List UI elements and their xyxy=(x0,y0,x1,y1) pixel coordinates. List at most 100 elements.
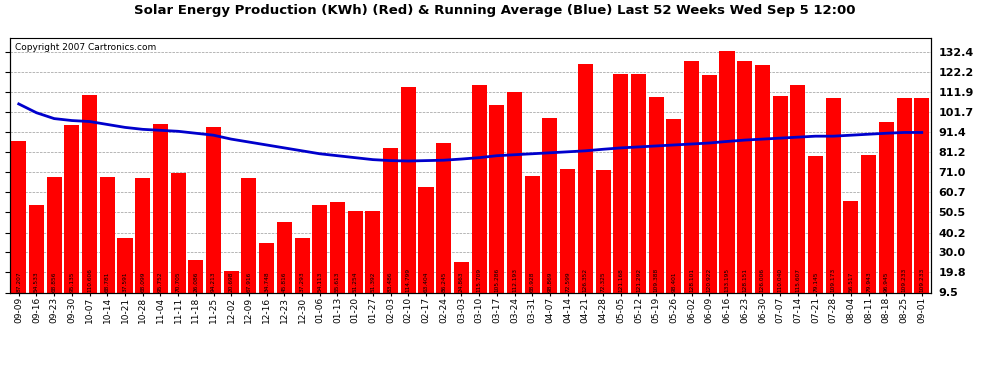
Text: 110.606: 110.606 xyxy=(87,268,92,291)
Text: 126.352: 126.352 xyxy=(583,267,588,291)
Bar xyxy=(347,211,362,292)
Text: 94.213: 94.213 xyxy=(211,271,216,291)
Bar xyxy=(100,177,115,292)
Bar xyxy=(754,65,770,292)
Bar xyxy=(861,155,876,292)
Bar xyxy=(808,156,823,292)
Text: 70.705: 70.705 xyxy=(175,271,180,291)
Text: 56.517: 56.517 xyxy=(848,271,853,291)
Text: 87.207: 87.207 xyxy=(16,271,21,291)
Text: 72.325: 72.325 xyxy=(601,271,606,291)
Text: 79.145: 79.145 xyxy=(813,271,818,291)
Text: 67.916: 67.916 xyxy=(247,271,251,291)
Bar xyxy=(365,211,380,292)
Text: 109.388: 109.388 xyxy=(653,267,658,291)
Text: 79.943: 79.943 xyxy=(866,271,871,291)
Bar xyxy=(578,64,593,292)
Text: Solar Energy Production (KWh) (Red) & Running Average (Blue) Last 52 Weeks Wed S: Solar Energy Production (KWh) (Red) & Ru… xyxy=(135,4,855,17)
Text: 98.869: 98.869 xyxy=(547,271,552,291)
Bar xyxy=(11,141,27,292)
Text: 63.404: 63.404 xyxy=(424,271,429,291)
Bar xyxy=(507,92,522,292)
Bar xyxy=(64,125,79,292)
Bar xyxy=(29,204,44,292)
Text: 86.245: 86.245 xyxy=(442,271,446,291)
Bar xyxy=(702,75,717,292)
Bar xyxy=(720,51,735,292)
Bar xyxy=(401,87,416,292)
Bar xyxy=(489,105,504,292)
Text: Copyright 2007 Cartronics.com: Copyright 2007 Cartronics.com xyxy=(15,43,155,52)
Text: 45.816: 45.816 xyxy=(282,271,287,291)
Text: 54.113: 54.113 xyxy=(317,271,323,291)
Text: 68.856: 68.856 xyxy=(51,271,56,291)
Bar xyxy=(277,222,292,292)
Bar xyxy=(453,262,469,292)
Text: 110.040: 110.040 xyxy=(777,267,783,291)
Bar xyxy=(188,260,203,292)
Bar xyxy=(613,74,629,292)
Bar xyxy=(560,169,575,292)
Bar xyxy=(790,85,805,292)
Text: 24.863: 24.863 xyxy=(459,271,464,291)
Text: 109.233: 109.233 xyxy=(920,267,925,291)
Bar xyxy=(82,95,97,292)
Text: 26.086: 26.086 xyxy=(193,271,198,291)
Text: 121.292: 121.292 xyxy=(636,267,641,291)
Bar xyxy=(843,201,858,292)
Text: 109.173: 109.173 xyxy=(831,267,836,291)
Text: 126.006: 126.006 xyxy=(760,267,765,291)
Bar xyxy=(471,85,487,292)
Text: 120.922: 120.922 xyxy=(707,267,712,291)
Bar xyxy=(419,187,434,292)
Bar xyxy=(118,238,133,292)
Bar xyxy=(330,202,345,292)
Text: 55.613: 55.613 xyxy=(335,271,340,291)
Bar xyxy=(596,170,611,292)
Bar xyxy=(437,142,451,292)
Bar xyxy=(170,173,186,292)
Text: 68.099: 68.099 xyxy=(141,271,146,291)
Text: 96.945: 96.945 xyxy=(884,271,889,291)
Text: 72.599: 72.599 xyxy=(565,271,570,291)
Bar xyxy=(879,122,894,292)
Bar xyxy=(152,124,168,292)
Bar xyxy=(294,238,310,292)
Text: 133.195: 133.195 xyxy=(725,267,730,291)
Text: 95.135: 95.135 xyxy=(69,271,74,291)
Bar xyxy=(631,74,646,292)
Text: 115.709: 115.709 xyxy=(476,267,481,291)
Text: 51.392: 51.392 xyxy=(370,271,375,291)
Bar xyxy=(383,148,398,292)
Bar xyxy=(259,243,274,292)
Text: 83.486: 83.486 xyxy=(388,271,393,291)
Bar xyxy=(242,178,256,292)
Text: 128.151: 128.151 xyxy=(742,267,747,291)
Text: 68.781: 68.781 xyxy=(105,271,110,291)
Text: 34.748: 34.748 xyxy=(264,271,269,291)
Text: 37.293: 37.293 xyxy=(300,271,305,291)
Bar xyxy=(525,176,540,292)
Text: 115.607: 115.607 xyxy=(795,267,800,291)
Text: 37.591: 37.591 xyxy=(123,271,128,291)
Bar xyxy=(666,119,681,292)
Text: 68.928: 68.928 xyxy=(530,271,535,291)
Bar xyxy=(826,98,841,292)
Bar xyxy=(772,96,788,292)
Text: 109.233: 109.233 xyxy=(902,267,907,291)
Bar xyxy=(897,98,912,292)
Text: 20.698: 20.698 xyxy=(229,271,234,291)
Text: 51.254: 51.254 xyxy=(352,271,357,291)
Bar xyxy=(206,127,221,292)
Bar xyxy=(738,61,752,292)
Text: 54.533: 54.533 xyxy=(34,271,39,291)
Text: 114.799: 114.799 xyxy=(406,267,411,291)
Text: 98.401: 98.401 xyxy=(671,271,676,291)
Bar xyxy=(648,98,663,292)
Bar xyxy=(224,271,239,292)
Bar xyxy=(47,177,61,292)
Text: 105.286: 105.286 xyxy=(494,267,499,291)
Bar xyxy=(914,98,930,292)
Bar xyxy=(312,206,328,292)
Text: 121.168: 121.168 xyxy=(618,268,624,291)
